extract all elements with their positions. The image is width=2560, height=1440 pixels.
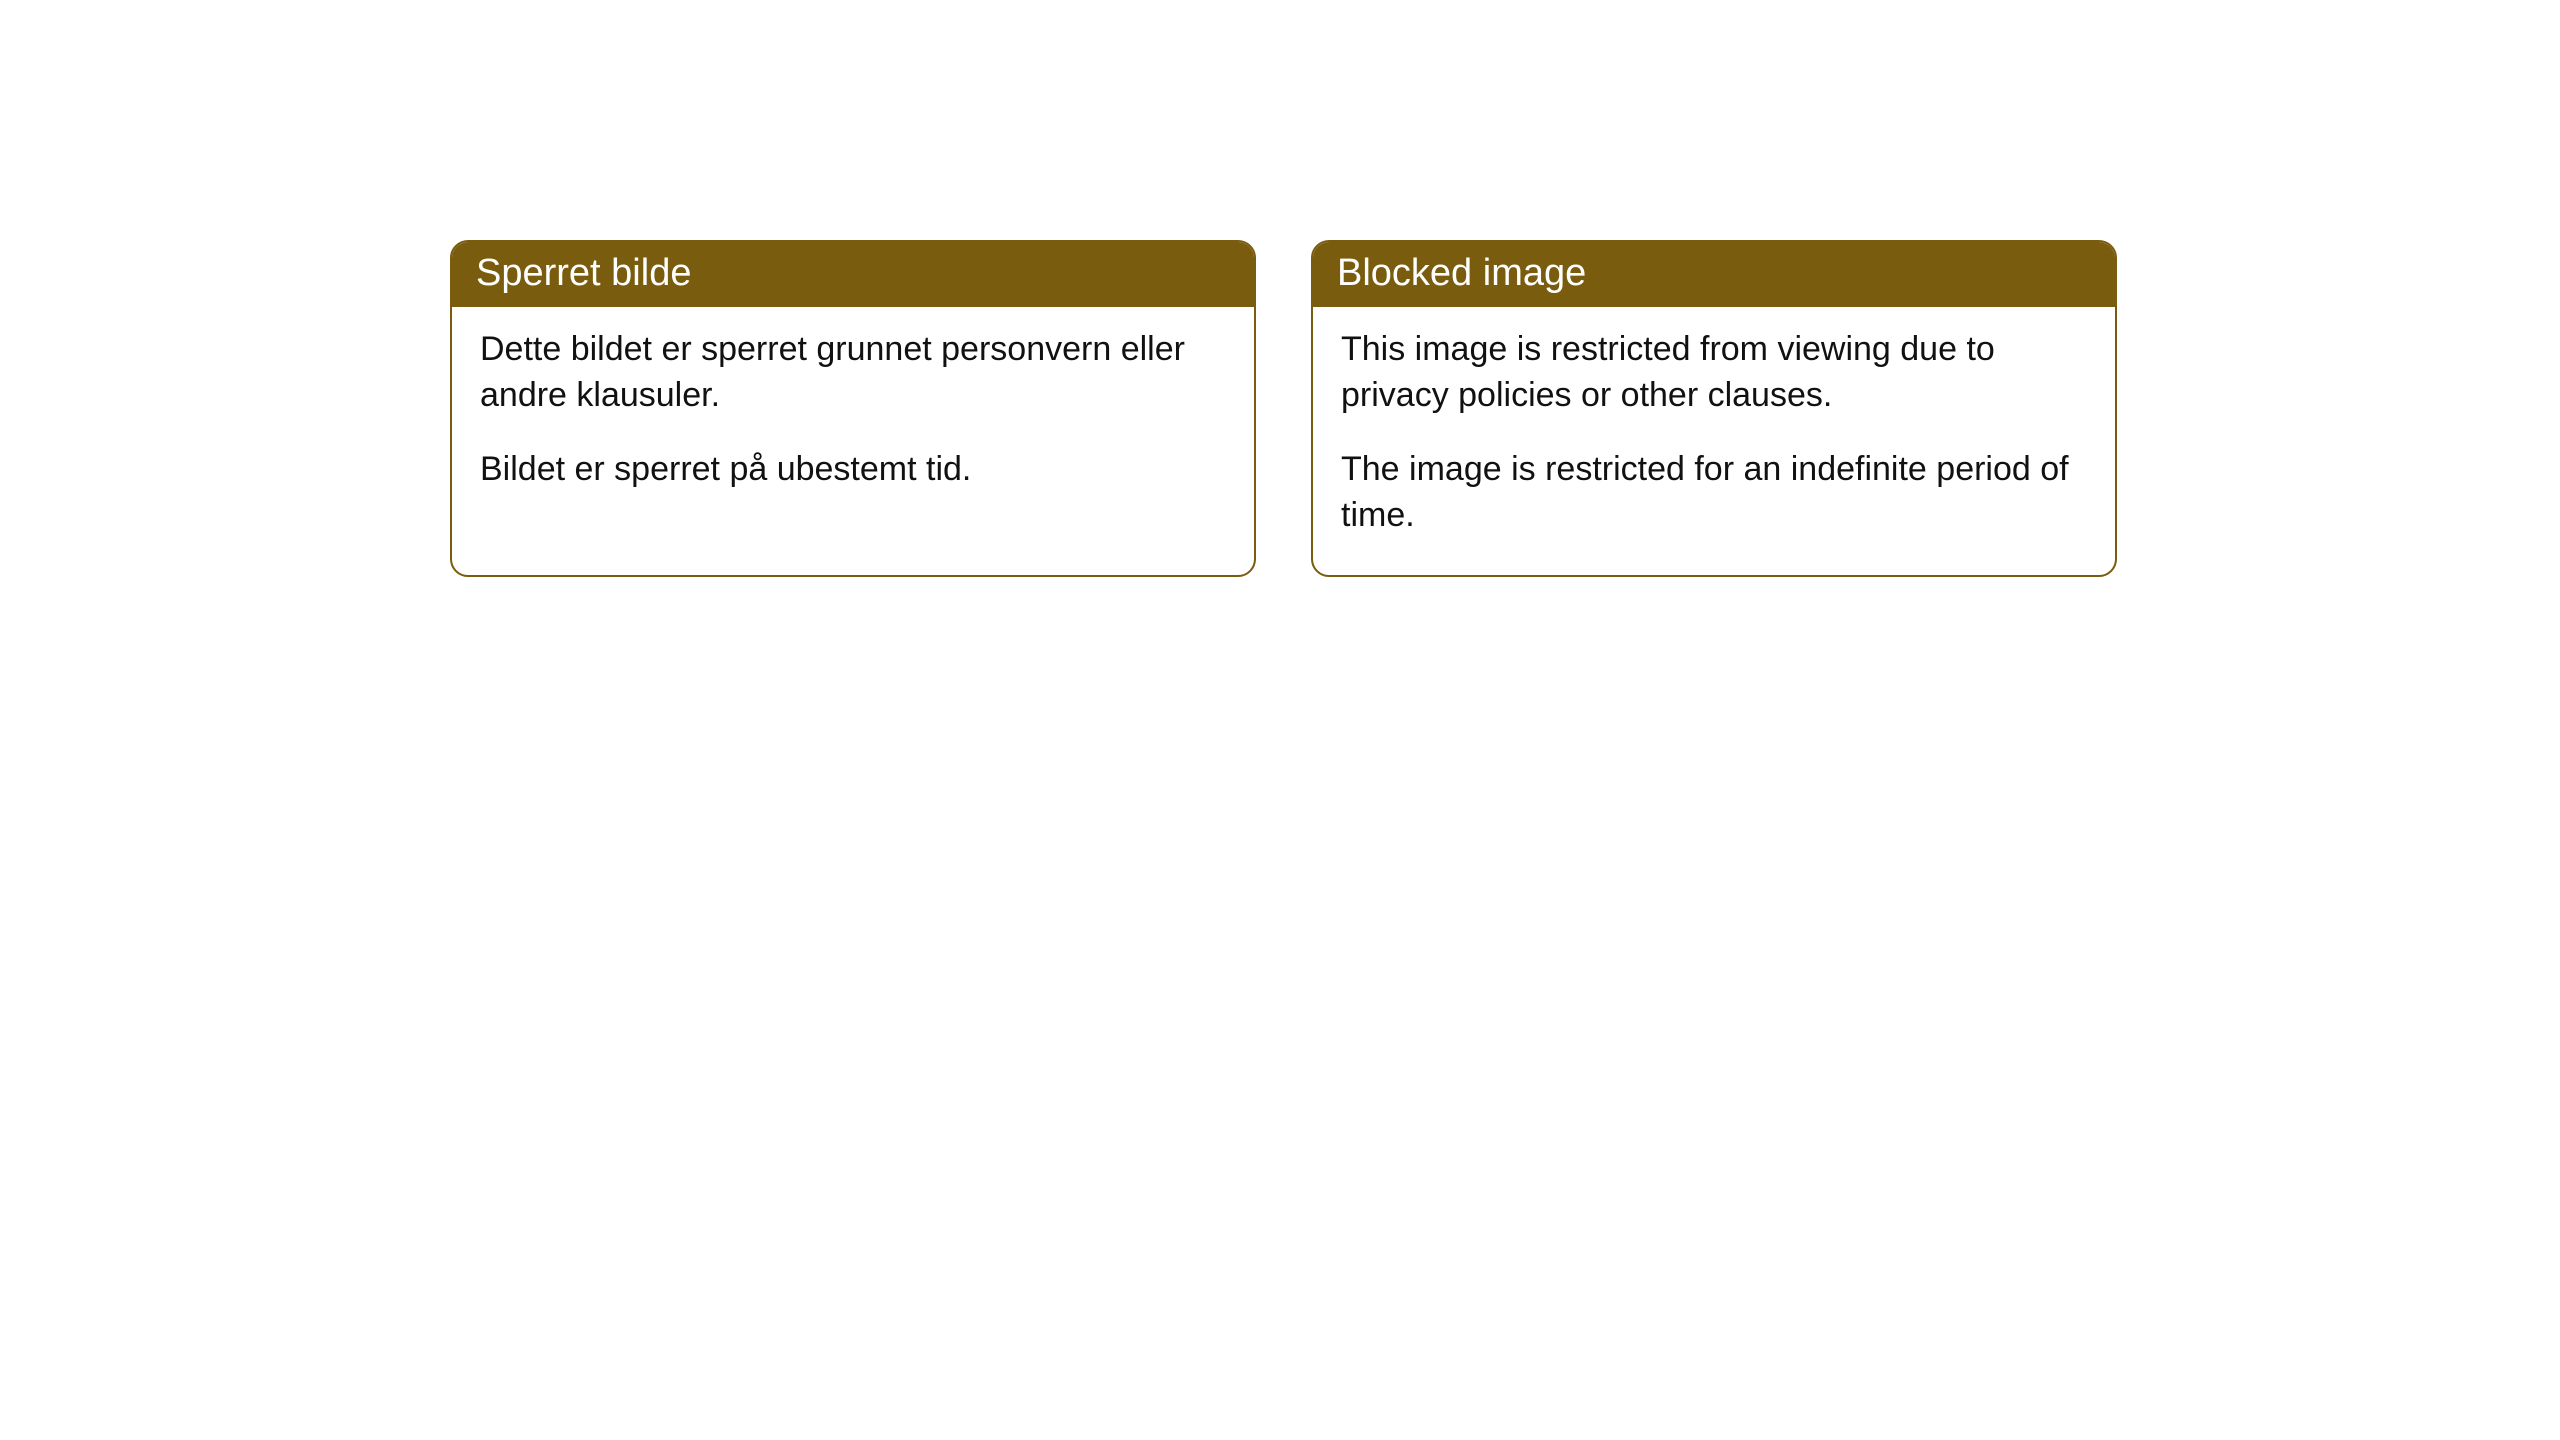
notice-cards-container: Sperret bilde Dette bildet er sperret gr… (450, 240, 2117, 577)
card-body: This image is restricted from viewing du… (1313, 307, 2115, 575)
notice-paragraph-1: Dette bildet er sperret grunnet personve… (480, 327, 1226, 419)
card-header-title: Blocked image (1313, 242, 2115, 307)
card-header-title: Sperret bilde (452, 242, 1254, 307)
notice-paragraph-2: Bildet er sperret på ubestemt tid. (480, 447, 1226, 493)
blocked-image-card-norwegian: Sperret bilde Dette bildet er sperret gr… (450, 240, 1256, 577)
card-body: Dette bildet er sperret grunnet personve… (452, 307, 1254, 529)
notice-paragraph-1: This image is restricted from viewing du… (1341, 327, 2087, 419)
notice-paragraph-2: The image is restricted for an indefinit… (1341, 447, 2087, 539)
blocked-image-card-english: Blocked image This image is restricted f… (1311, 240, 2117, 577)
